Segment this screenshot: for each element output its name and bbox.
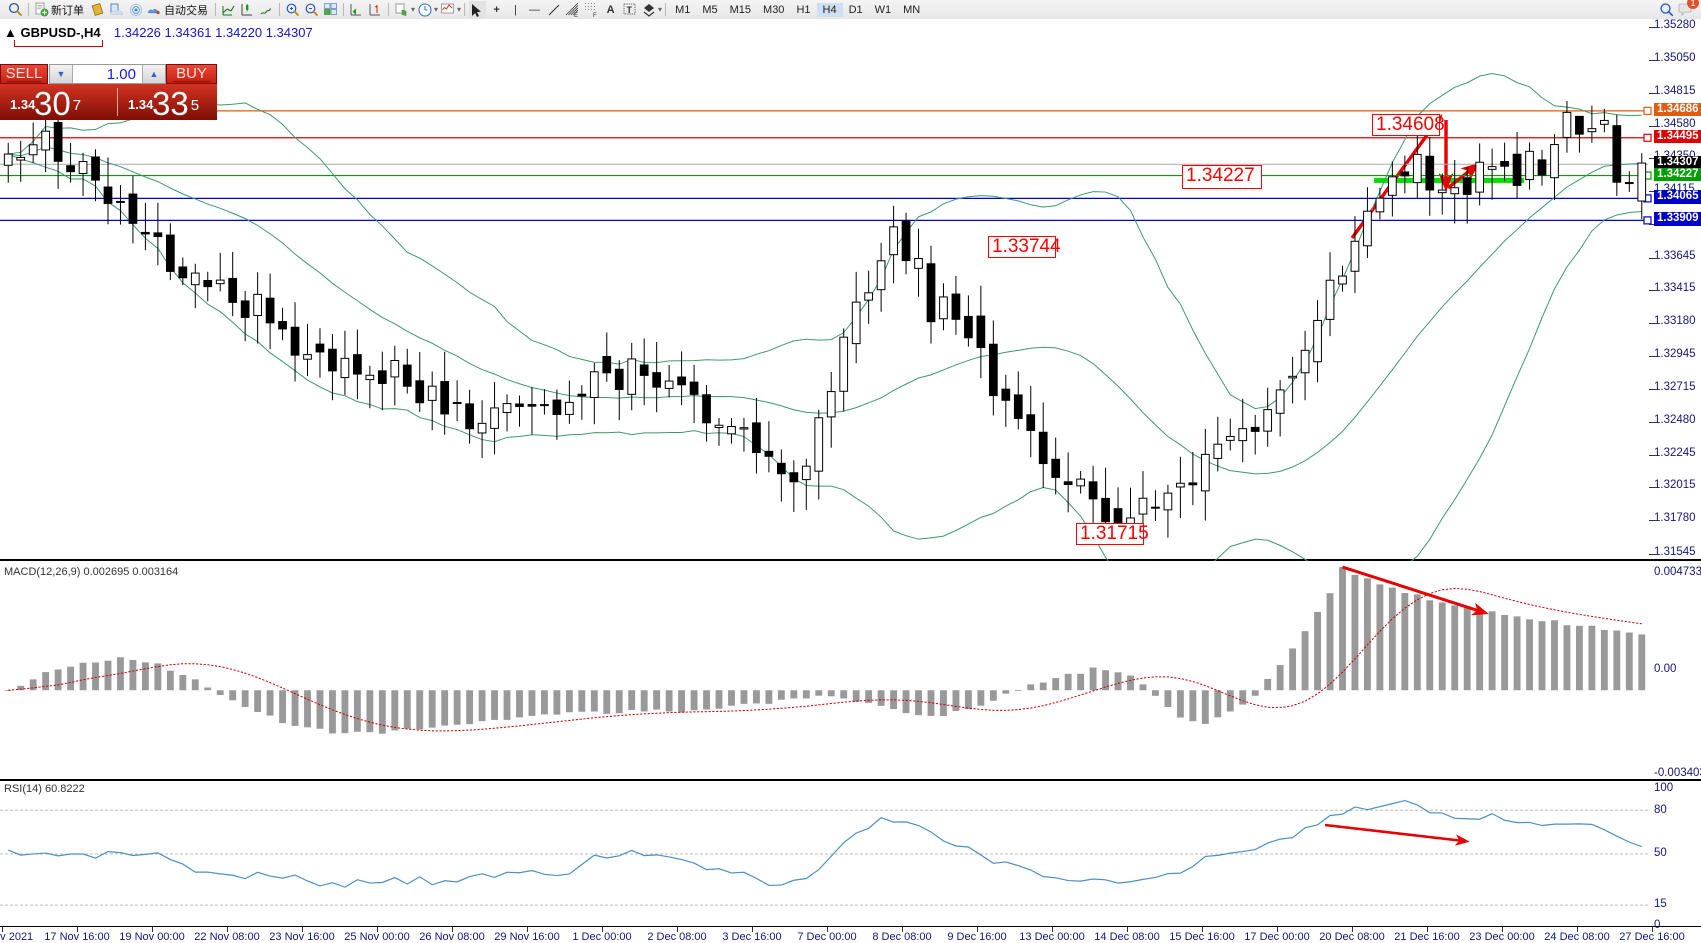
svg-text:MACD(12,26,9) 0.002695 0.00316: MACD(12,26,9) 0.002695 0.003164 bbox=[4, 566, 178, 578]
svg-text:RSI(14) 60.8222: RSI(14) 60.8222 bbox=[4, 783, 85, 795]
svg-text:T: T bbox=[626, 5, 632, 15]
svg-text:F: F bbox=[593, 13, 597, 18]
svg-text:E: E bbox=[574, 13, 578, 18]
